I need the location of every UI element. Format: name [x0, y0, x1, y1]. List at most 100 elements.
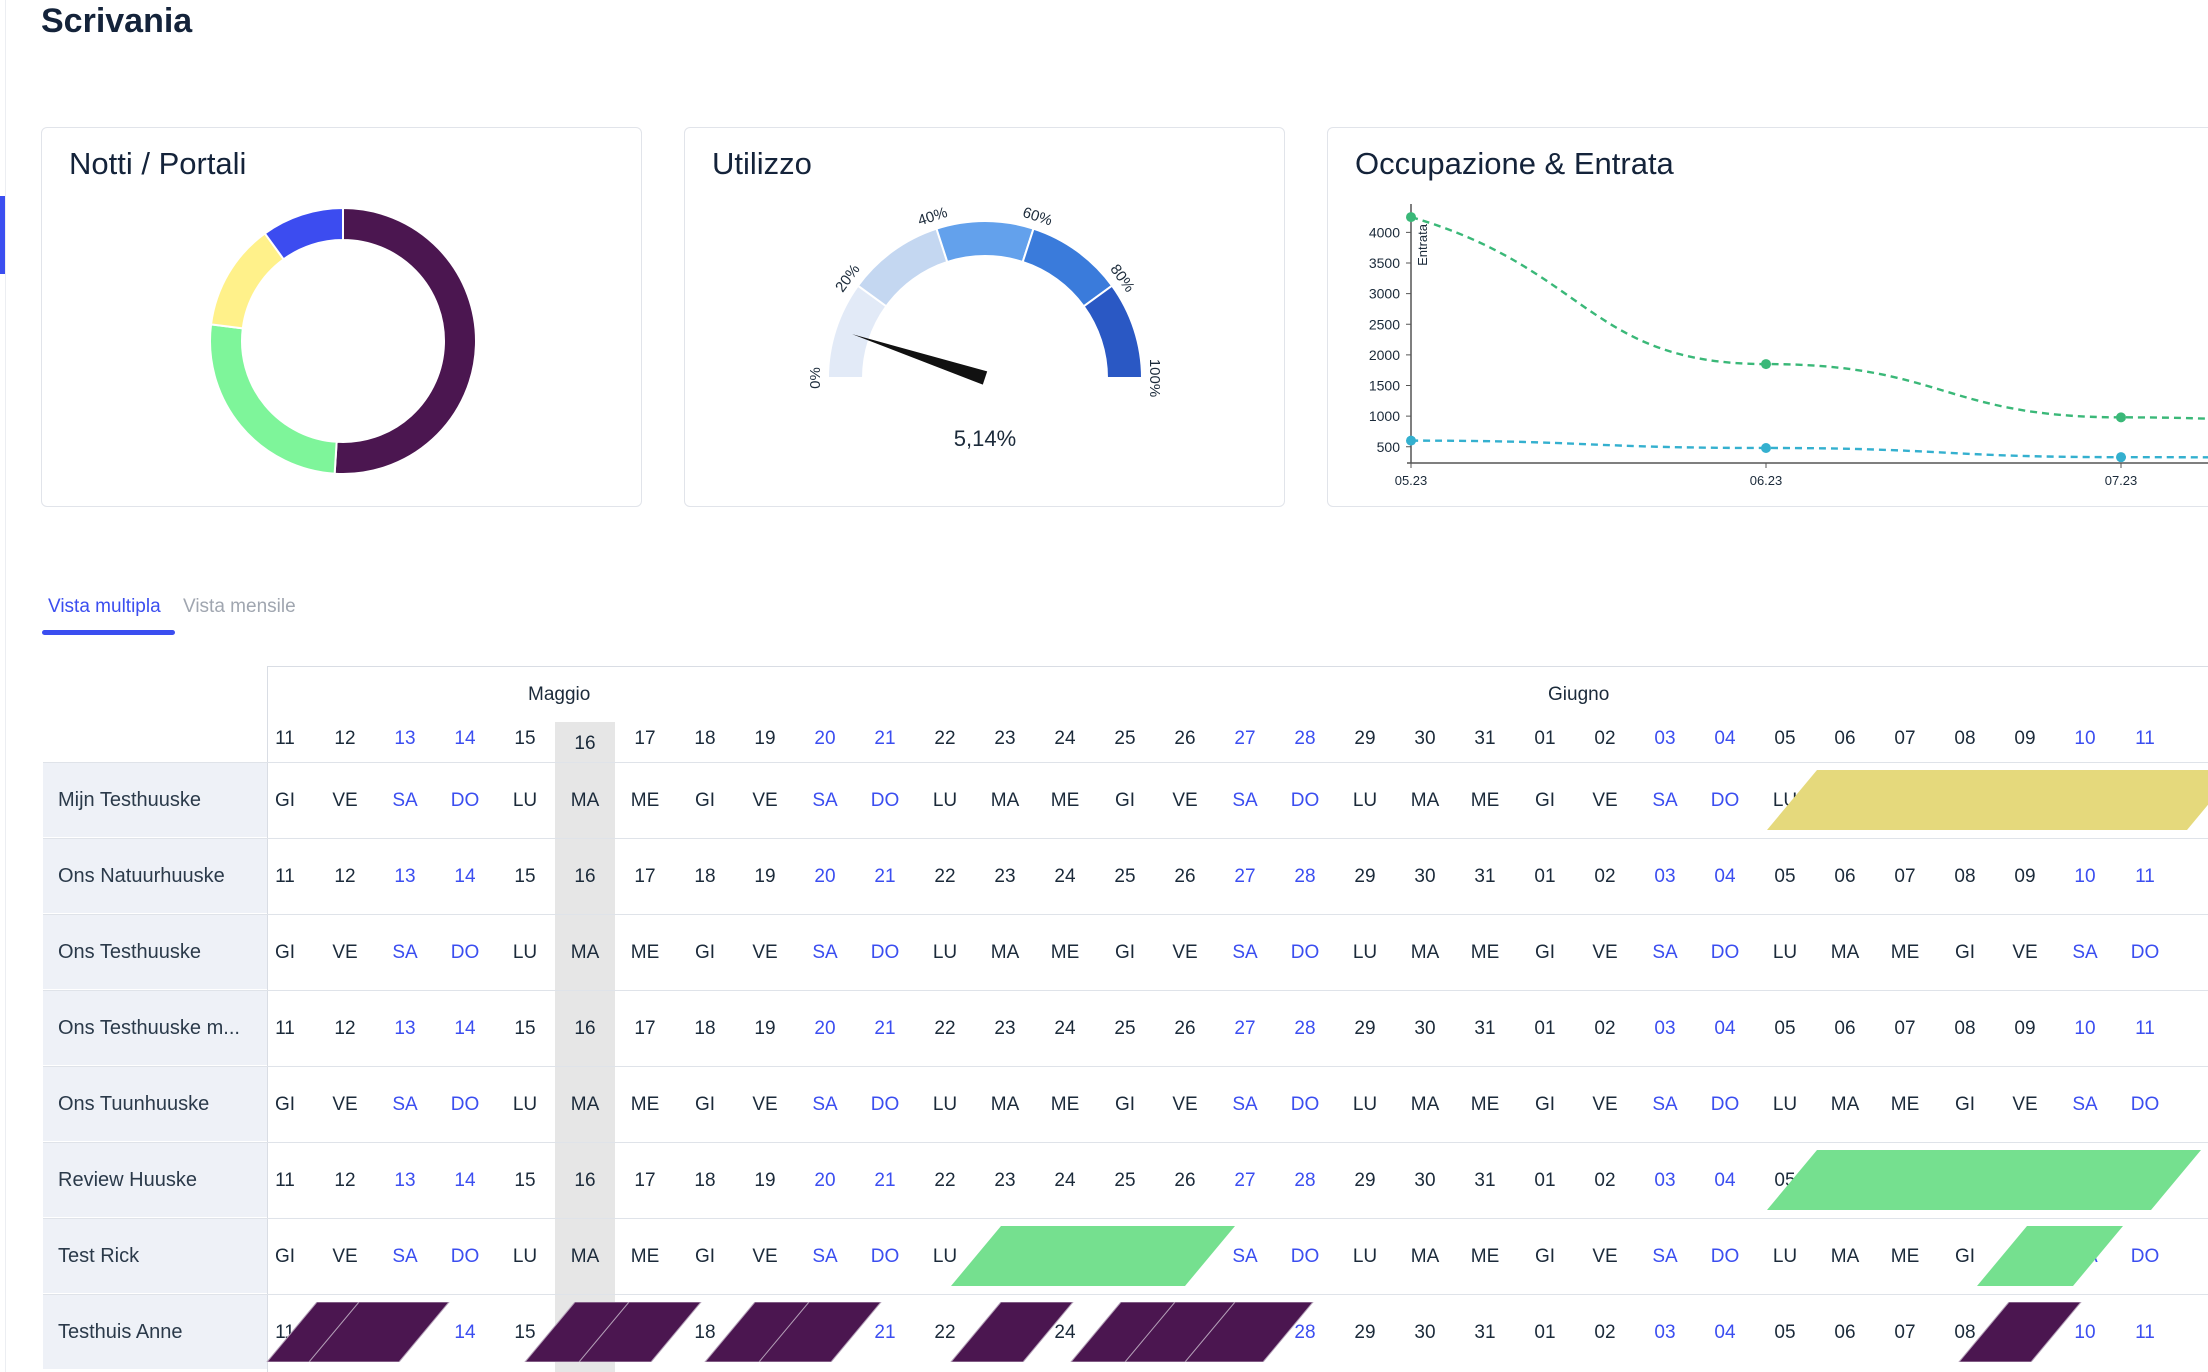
- calendar-cell[interactable]: 19: [754, 866, 776, 887]
- calendar-cell[interactable]: 05: [1774, 1322, 1796, 1343]
- calendar-cell[interactable]: 02: [1594, 1322, 1616, 1343]
- calendar-cell[interactable]: VE: [752, 1246, 778, 1267]
- calendar-cell[interactable]: 26: [1174, 1018, 1196, 1039]
- calendar-cell[interactable]: GI: [1534, 942, 1556, 963]
- calendar-cell[interactable]: LU: [1772, 942, 1798, 963]
- calendar-cell[interactable]: 18: [694, 1018, 716, 1039]
- calendar-cell[interactable]: GI: [1954, 1246, 1976, 1267]
- calendar-cell[interactable]: MA: [1410, 790, 1440, 811]
- calendar-cell[interactable]: DO: [2130, 1094, 2160, 1115]
- calendar-cell[interactable]: SA: [392, 790, 418, 811]
- calendar-cell[interactable]: 07: [1894, 866, 1916, 887]
- calendar-cell[interactable]: SA: [812, 942, 838, 963]
- calendar-cell[interactable]: 04: [1714, 1322, 1736, 1343]
- calendar-cell[interactable]: 28: [1294, 1322, 1316, 1343]
- calendar-cell[interactable]: 14: [454, 866, 476, 887]
- booking-bar[interactable]: [0, 1150, 2208, 1210]
- calendar-cell[interactable]: ME: [630, 1246, 660, 1267]
- donut-slice-1[interactable]: [209, 323, 338, 475]
- calendar-cell[interactable]: 31: [1474, 1018, 1496, 1039]
- calendar-cell[interactable]: 24: [1054, 1018, 1076, 1039]
- calendar-cell[interactable]: GI: [1954, 1094, 1976, 1115]
- calendar-cell[interactable]: LU: [932, 790, 958, 811]
- calendar-cell[interactable]: 28: [1294, 1018, 1316, 1039]
- calendar-cell[interactable]: 24: [1054, 866, 1076, 887]
- booking-bar[interactable]: [0, 1302, 2208, 1362]
- calendar-cell[interactable]: 27: [1234, 866, 1256, 887]
- calendar-cell[interactable]: MA: [1830, 942, 1860, 963]
- calendar-cell[interactable]: DO: [450, 1246, 480, 1267]
- calendar-cell[interactable]: 22: [934, 1018, 956, 1039]
- row-property-name[interactable]: Ons Testhuuske: [58, 940, 202, 963]
- calendar-cell[interactable]: 29: [1354, 866, 1376, 887]
- calendar-cell[interactable]: 29: [1354, 1322, 1376, 1343]
- calendar-cell[interactable]: 17: [634, 866, 656, 887]
- calendar-cell[interactable]: 31: [1474, 1170, 1496, 1191]
- calendar-cell[interactable]: 10: [2074, 866, 2096, 887]
- calendar-cell[interactable]: 20: [814, 866, 836, 887]
- calendar-cell[interactable]: LU: [932, 942, 958, 963]
- calendar-cell[interactable]: 24: [1054, 1322, 1076, 1343]
- calendar-cell[interactable]: 23: [994, 1170, 1016, 1191]
- calendar-cell[interactable]: MA: [1410, 1246, 1440, 1267]
- calendar-cell[interactable]: 17: [634, 1170, 656, 1191]
- calendar-cell[interactable]: GI: [1114, 790, 1136, 811]
- calendar-cell[interactable]: 11: [2135, 1322, 2155, 1343]
- calendar-cell[interactable]: VE: [752, 942, 778, 963]
- row-property-name[interactable]: Ons Tuunhuuske: [58, 1092, 210, 1115]
- calendar-cell[interactable]: 03: [1654, 866, 1676, 887]
- calendar-cell[interactable]: VE: [1592, 1094, 1618, 1115]
- calendar-cell[interactable]: 11: [275, 866, 295, 887]
- line-point[interactable]: [1761, 442, 1771, 453]
- calendar-cell[interactable]: GI: [1534, 790, 1556, 811]
- calendar-cell[interactable]: 22: [934, 1322, 956, 1343]
- calendar-cell[interactable]: MA: [570, 1246, 600, 1267]
- calendar-cell[interactable]: DO: [870, 790, 900, 811]
- booking-bar[interactable]: [0, 1302, 2208, 1362]
- calendar-cell[interactable]: GI: [694, 790, 716, 811]
- calendar-cell[interactable]: 19: [754, 1170, 776, 1191]
- calendar-cell[interactable]: LU: [512, 790, 538, 811]
- calendar-cell[interactable]: LU: [1772, 1094, 1798, 1115]
- calendar-cell[interactable]: 08: [1954, 866, 1976, 887]
- line-point[interactable]: [1406, 435, 1416, 446]
- calendar-cell[interactable]: 11: [275, 1018, 295, 1039]
- calendar-cell[interactable]: 05: [1774, 1018, 1796, 1039]
- calendar-cell[interactable]: ME: [1470, 1246, 1500, 1267]
- calendar-cell[interactable]: 12: [334, 866, 356, 887]
- calendar-cell[interactable]: 02: [1594, 866, 1616, 887]
- calendar-cell[interactable]: VE: [2012, 942, 2038, 963]
- calendar-cell[interactable]: LU: [512, 1246, 538, 1267]
- calendar-cell[interactable]: 16: [574, 1170, 596, 1191]
- calendar-cell[interactable]: 10: [2074, 1018, 2096, 1039]
- calendar-cell[interactable]: MA: [1410, 1094, 1440, 1115]
- calendar-cell[interactable]: DO: [2130, 942, 2160, 963]
- calendar-cell[interactable]: SA: [1652, 1094, 1678, 1115]
- calendar-cell[interactable]: 15: [514, 1322, 536, 1343]
- calendar-cell[interactable]: 12: [334, 1170, 356, 1191]
- calendar-cell[interactable]: GI: [1114, 942, 1136, 963]
- calendar-cell[interactable]: DO: [1290, 790, 1320, 811]
- calendar-cell[interactable]: 02: [1594, 1018, 1616, 1039]
- calendar-cell[interactable]: 18: [694, 1322, 716, 1343]
- calendar-cell[interactable]: MA: [1830, 1094, 1860, 1115]
- calendar-cell[interactable]: GI: [1114, 1094, 1136, 1115]
- calendar-cell[interactable]: 28: [1294, 866, 1316, 887]
- calendar-cell[interactable]: DO: [870, 1246, 900, 1267]
- booking-bar[interactable]: [0, 770, 2208, 830]
- calendar-cell[interactable]: 10: [2074, 1322, 2096, 1343]
- calendar-cell[interactable]: ME: [630, 942, 660, 963]
- calendar-cell[interactable]: 30: [1414, 866, 1436, 887]
- calendar-cell[interactable]: SA: [1652, 942, 1678, 963]
- calendar-cell[interactable]: 08: [1954, 1322, 1976, 1343]
- calendar-cell[interactable]: LU: [932, 1246, 958, 1267]
- calendar-cell[interactable]: VE: [1172, 942, 1198, 963]
- calendar-cell[interactable]: VE: [332, 1246, 358, 1267]
- booking-bar[interactable]: [0, 1302, 2208, 1362]
- calendar-cell[interactable]: VE: [1172, 790, 1198, 811]
- calendar-cell[interactable]: 21: [874, 1018, 896, 1039]
- calendar-cell[interactable]: SA: [1232, 942, 1258, 963]
- calendar-cell[interactable]: SA: [1232, 1094, 1258, 1115]
- calendar-cell[interactable]: 27: [1234, 1018, 1256, 1039]
- calendar-cell[interactable]: MA: [990, 942, 1020, 963]
